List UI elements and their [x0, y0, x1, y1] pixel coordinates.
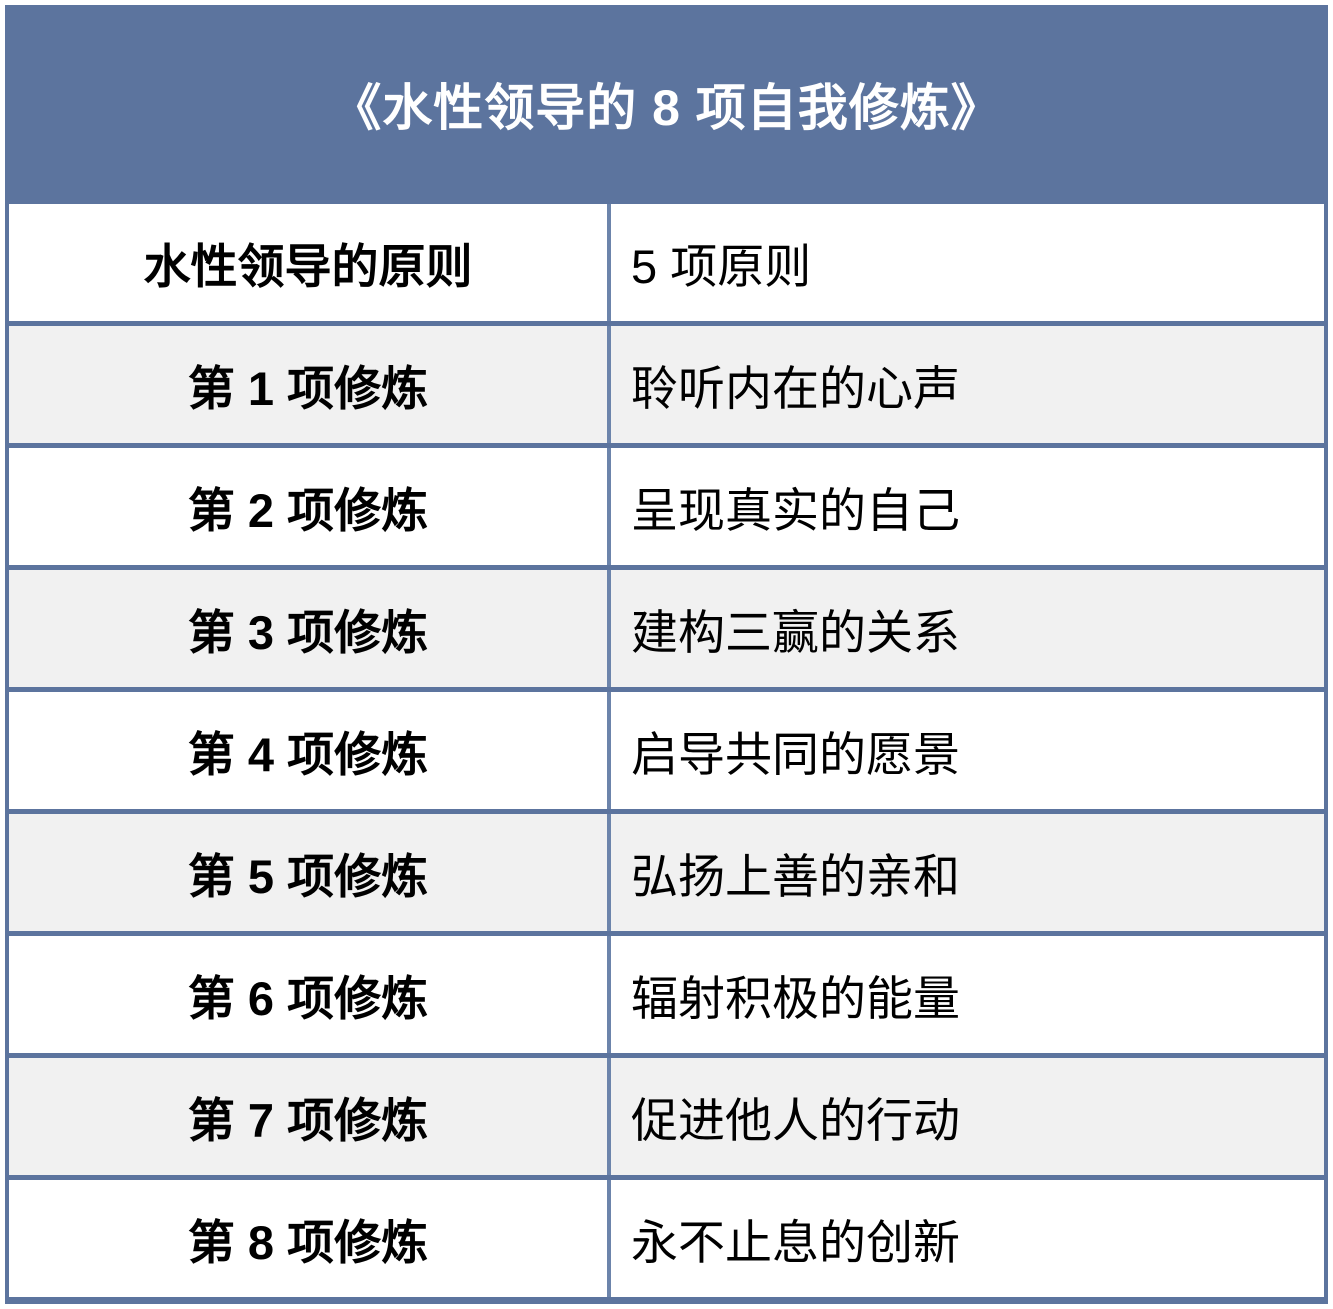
row-label: 第 2 项修炼 — [187, 484, 429, 537]
row-label: 第 8 项修炼 — [187, 1216, 429, 1269]
row-value: 建构三赢的关系 — [607, 570, 1324, 687]
row-value: 辐射积极的能量 — [607, 936, 1324, 1053]
row-label: 第 6 项修炼 — [187, 972, 429, 1025]
row-label: 水性领导的原则 — [143, 240, 473, 293]
row-value: 呈现真实的自己 — [607, 448, 1324, 565]
row-value: 聆听内在的心声 — [607, 326, 1324, 443]
row-label: 第 5 项修炼 — [187, 850, 429, 903]
row-label: 第 1 项修炼 — [187, 362, 429, 415]
row-value: 促进他人的行动 — [607, 1058, 1324, 1175]
table-row: 第 8 项修炼 永不止息的创新 — [9, 1175, 1324, 1297]
row-value: 启导共同的愿景 — [607, 692, 1324, 809]
leadership-table: 《水性领导的 8 项自我修炼》 水性领导的原则 5 项原则 第 1 项修炼 聆听… — [5, 5, 1328, 1304]
row-value: 5 项原则 — [607, 204, 1324, 321]
table-row: 第 5 项修炼 弘扬上善的亲和 — [9, 809, 1324, 931]
row-label: 第 3 项修炼 — [187, 606, 429, 659]
table-title: 《水性领导的 8 项自我修炼》 — [9, 9, 1324, 199]
table-row: 第 1 项修炼 聆听内在的心声 — [9, 321, 1324, 443]
table-row: 第 2 项修炼 呈现真实的自己 — [9, 443, 1324, 565]
row-label: 第 7 项修炼 — [187, 1094, 429, 1147]
table-row: 第 7 项修炼 促进他人的行动 — [9, 1053, 1324, 1175]
table-row: 水性领导的原则 5 项原则 — [9, 199, 1324, 321]
table-row: 第 4 项修炼 启导共同的愿景 — [9, 687, 1324, 809]
table-row: 第 6 项修炼 辐射积极的能量 — [9, 931, 1324, 1053]
row-label: 第 4 项修炼 — [187, 728, 429, 781]
table-row: 第 3 项修炼 建构三赢的关系 — [9, 565, 1324, 687]
row-value: 永不止息的创新 — [607, 1180, 1324, 1297]
row-value: 弘扬上善的亲和 — [607, 814, 1324, 931]
